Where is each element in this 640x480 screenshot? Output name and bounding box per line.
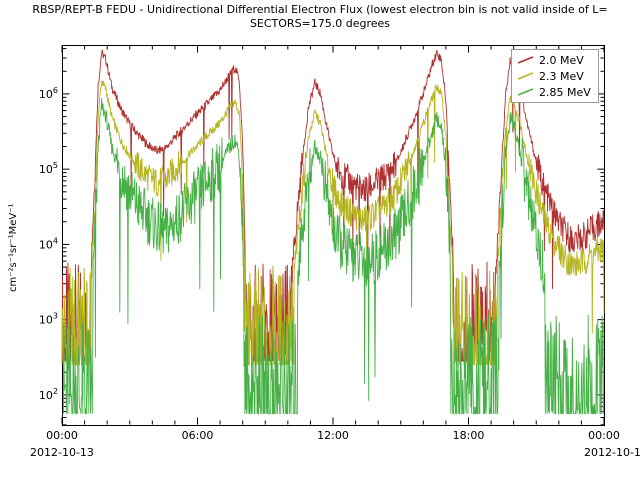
legend-label: 2.85 MeV [539,85,591,99]
legend-line-icon [517,56,534,64]
x-tick-label: 12:00 [317,429,349,442]
x-tick-label: 18:00 [453,429,485,442]
legend: 2.0 MeV 2.3 MeV 2.85 MeV [511,49,599,103]
chart-subtitle: SECTORS=175.0 degrees [249,17,391,30]
y-tick-label: 103 [39,312,58,327]
series-2-85-mev [62,98,604,415]
y-axis-label: cm⁻²s⁻¹sr⁻¹MeV⁻¹ [8,203,19,292]
y-tick-label: 105 [39,161,58,176]
y-tick-label: 106 [39,86,58,101]
x-axis-date-right: 2012-10-14 [584,446,640,459]
y-tick-label: 104 [39,236,58,251]
legend-label: 2.0 MeV [539,53,584,67]
x-tick-label: 06:00 [182,429,214,442]
legend-label: 2.3 MeV [539,69,584,83]
x-axis-date-left: 2012-10-13 [30,446,94,459]
legend-item: 2.85 MeV [516,84,594,100]
y-tick-label: 102 [39,387,58,402]
legend-line-icon [517,72,534,80]
x-tick-label: 00:00 [588,429,620,442]
legend-line-icon [517,88,534,96]
legend-item: 2.3 MeV [516,68,594,84]
chart-title: RBSP/REPT-B FEDU - Unidirectional Differ… [32,3,608,16]
legend-item: 2.0 MeV [516,52,594,68]
x-tick-label: 00:00 [46,429,78,442]
